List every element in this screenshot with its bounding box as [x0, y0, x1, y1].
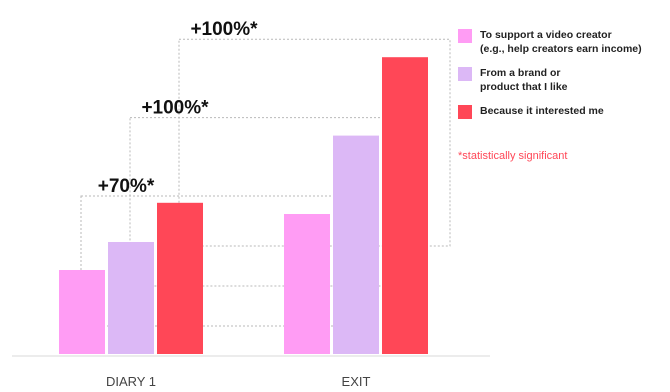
- bars: [59, 57, 428, 354]
- legend-label: From a brand or product that I like: [480, 67, 568, 93]
- bar-series-2-exit: [382, 57, 428, 354]
- legend-item-support-creator: To support a video creator (e.g., help c…: [458, 28, 670, 56]
- legend-label: To support a video creator (e.g., help c…: [480, 29, 642, 55]
- bar-series-2-diary-1: [157, 202, 203, 354]
- x-tick-label: DIARY 1: [106, 374, 156, 389]
- legend-swatch: [458, 105, 472, 119]
- bar-series-0-diary-1: [59, 270, 105, 354]
- change-labels: +70%* +100%* +100%*: [98, 19, 258, 197]
- x-axis-tick-labels: DIARY 1 EXIT: [106, 374, 371, 389]
- x-tick-label: EXIT: [342, 374, 371, 389]
- legend-swatch: [458, 67, 472, 81]
- bar-series-1-diary-1: [108, 242, 154, 354]
- change-label: +70%*: [98, 176, 155, 197]
- bar-series-1-exit: [333, 135, 379, 354]
- legend-item-brand: From a brand or product that I like: [458, 66, 670, 94]
- legend-item-interest: Because it interested me: [458, 104, 670, 119]
- change-label: +100%*: [141, 98, 209, 119]
- bar-series-0-exit: [284, 214, 330, 354]
- significance-footnote: *statistically significant: [458, 150, 568, 162]
- legend-label: Because it interested me: [480, 105, 604, 117]
- legend: To support a video creator (e.g., help c…: [458, 28, 670, 128]
- legend-swatch: [458, 29, 472, 43]
- change-label: +100%*: [190, 19, 258, 40]
